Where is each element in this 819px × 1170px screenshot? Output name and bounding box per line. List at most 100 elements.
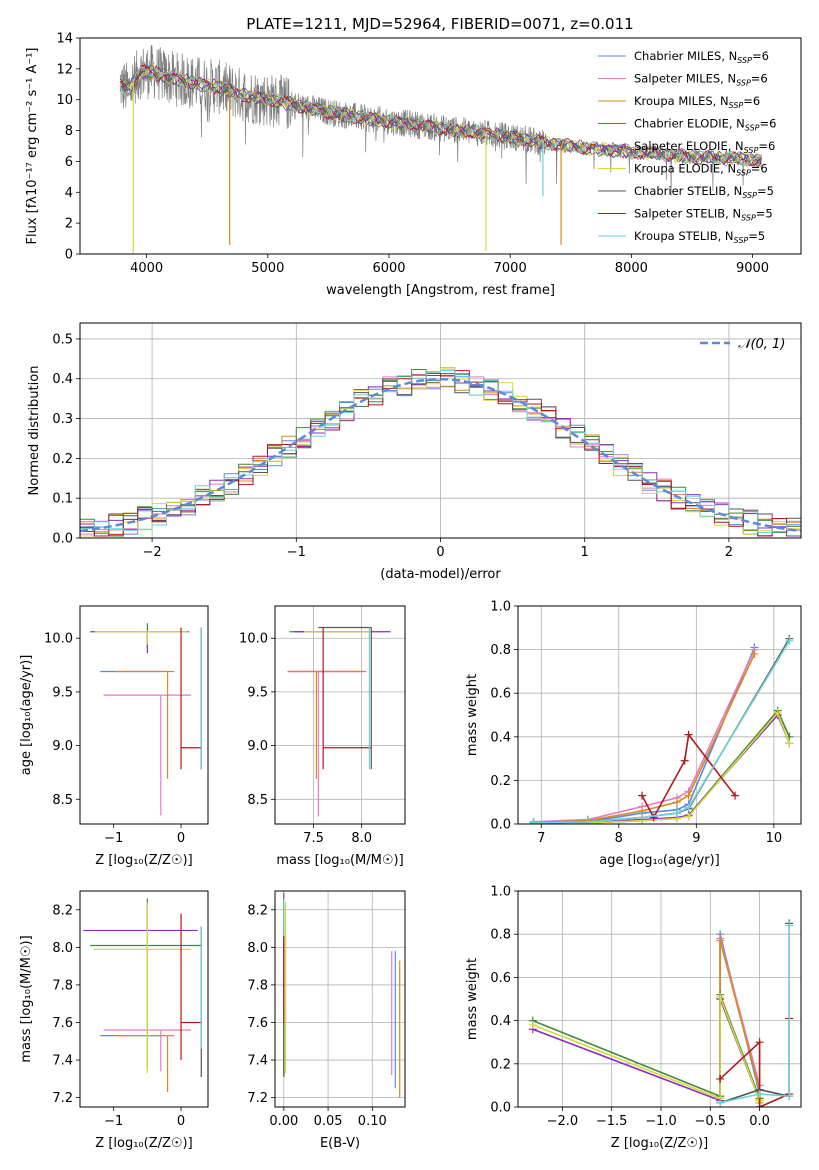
data-point-marker (649, 813, 658, 822)
legend-sub: SSP (737, 56, 752, 65)
x-tick-label: −1.0 (645, 1114, 677, 1129)
legend-label: Salpeter STELIB, N (634, 207, 741, 221)
panel-age-vs-mass: 7.5 8.0 8.5 9.0 9.5 10.0 mass [log₁₀(M/M☉)] (239, 605, 406, 868)
legend-sub: SSP (736, 169, 751, 178)
data-point-marker (672, 809, 681, 818)
data-point-marker (684, 812, 693, 821)
spectrum-model-line (119, 63, 762, 167)
x-axis-label: (data-model)/error (380, 567, 501, 582)
data-point-marker (755, 1103, 764, 1107)
mass-weight-line (719, 940, 761, 1103)
data-point-marker (672, 798, 681, 807)
legend-entry: Kroupa MILES, NSSP=6 (634, 94, 760, 110)
legend-sub: SSP (736, 79, 751, 88)
legend-entry: Kroupa STELIB, NSSP=5 (634, 229, 765, 245)
x-tick-label: 4000 (130, 261, 163, 276)
legend-sub: SSP (742, 191, 757, 200)
legend-tail: =5 (748, 229, 765, 243)
axes-frame (274, 605, 406, 825)
x-tick-label: 10 (766, 831, 783, 846)
x-tick-label: −1 (104, 1114, 123, 1129)
plot-area (119, 45, 763, 253)
y-tick-label: 9.5 (52, 685, 73, 700)
legend-entry: Salpeter MILES, NSSP=6 (634, 72, 768, 88)
axes-frame (79, 322, 802, 539)
data-point-marker (773, 708, 782, 717)
data-point-marker (716, 1098, 725, 1107)
data-point-marker (785, 1092, 794, 1101)
y-tick-label: 8 (65, 124, 73, 139)
y-tick-label: 6 (65, 155, 73, 170)
x-tick-label: −2 (143, 545, 162, 560)
y-tick-label: 7.8 (247, 978, 268, 993)
legend-tail: =6 (751, 72, 768, 86)
panel-age-vs-Z: −1 0 8.5 9.0 9.5 10.0 Z [log₁₀(Z/Z☉)] age [log₁… (19, 605, 209, 868)
legend-tail: =5 (756, 207, 773, 221)
y-tick-label: 9.0 (247, 739, 268, 754)
plot-area (529, 634, 794, 824)
spectrum-model-line (119, 66, 762, 168)
mass-weight-line (533, 638, 791, 824)
spectrum-model-line (119, 67, 762, 166)
y-tick-label: 0.2 (490, 774, 511, 789)
plot-area (90, 623, 202, 816)
x-tick-label: 0 (177, 831, 185, 846)
y-tick-label: 2 (65, 217, 73, 232)
data-point-marker (755, 1090, 764, 1099)
plot-area (287, 626, 391, 817)
legend-sub: SSP (745, 124, 760, 133)
x-axis-label: Z [log₁₀(Z/Z☉)] (95, 853, 192, 868)
y-tick-label: 7.6 (52, 1016, 73, 1031)
y-tick-label: 12 (56, 62, 73, 77)
y-tick-label: 7.4 (52, 1054, 73, 1069)
x-tick-label: −1.5 (596, 1114, 628, 1129)
y-tick-label: 7.8 (52, 978, 73, 993)
legend: Chabrier MILES, NSSP=6 Salpeter MILES, NS… (598, 49, 776, 245)
mass-weight-line (532, 996, 761, 1103)
y-tick-label: 0.4 (52, 372, 73, 387)
y-tick-label: 1.0 (490, 885, 511, 900)
y-tick-label: 7.4 (247, 1054, 268, 1069)
y-tick-label: 10.0 (239, 632, 268, 647)
y-tick-label: 0.3 (52, 412, 73, 427)
data-point-marker (731, 791, 740, 800)
legend-tail: =6 (760, 117, 777, 131)
legend-entry: Salpeter ELODIE, NSSP=6 (634, 139, 775, 155)
legend-tail: =6 (751, 162, 768, 176)
data-point-marker (529, 818, 538, 824)
y-tick-label: 0.2 (490, 1057, 511, 1072)
y-tick-label: 0.0 (490, 818, 511, 833)
y-tick-label: 0.0 (490, 1101, 511, 1116)
y-tick-label: 8.5 (52, 793, 73, 808)
axes-frame (517, 890, 802, 1108)
panel-massweight-vs-age: 7 8 9 10 0.0 0.2 0.4 0.6 0.8 1.0 age [log₁₀(age/yr… (465, 600, 802, 868)
data-point-marker (583, 817, 592, 824)
y-axis-label: mass [log₁₀(M/M☉)] (19, 935, 34, 1062)
y-tick-label: 0.4 (490, 1014, 511, 1029)
axes-frame (274, 890, 406, 1108)
y-tick-label: 14 (56, 32, 73, 47)
y-tick-label: 0.2 (52, 452, 73, 467)
normal-curve (80, 377, 801, 533)
y-tick-label: 9.5 (247, 685, 268, 700)
data-point-marker (716, 1074, 725, 1083)
axes-frame (79, 890, 209, 1108)
y-tick-label: 0.4 (490, 730, 511, 745)
plot-area (528, 919, 794, 1107)
panel-massweight-vs-Z: −2.0 −1.5 −1.0 −0.5 0.0 0.0 0.2 0.4 0.6 0.8 1.0 Z [… (465, 885, 802, 1151)
plot-area (283, 892, 401, 1098)
x-axis-label: mass [log₁₀(M/M☉)] (276, 853, 403, 868)
y-axis-label: Normed distribution (27, 366, 42, 496)
plot-area (83, 898, 202, 1092)
figure-title: PLATE=1211, MJD=52964, FIBERID=0071, z=0… (246, 15, 633, 33)
x-tick-label: −2.0 (547, 1114, 579, 1129)
y-tick-label: 0.5 (52, 332, 73, 347)
y-tick-label: 0.6 (490, 971, 511, 986)
x-tick-label: 0 (177, 1114, 185, 1129)
legend-entry: Salpeter STELIB, NSSP=5 (634, 207, 773, 223)
y-tick-label: 7.2 (52, 1091, 73, 1106)
data-point-marker (638, 813, 647, 822)
mass-weight-line (532, 998, 761, 1103)
legend-entry: Chabrier MILES, NSSP=6 (634, 49, 769, 65)
